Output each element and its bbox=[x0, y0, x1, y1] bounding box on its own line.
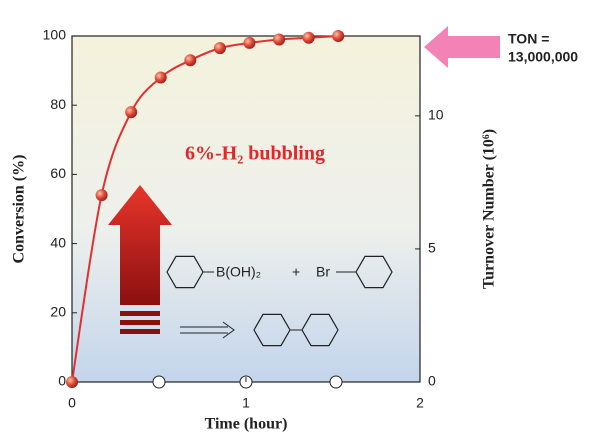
point bbox=[125, 106, 137, 118]
reagent: B(OH)₂ bbox=[216, 264, 261, 280]
y2-tick-label: 5 bbox=[428, 240, 436, 256]
y-tick-label: 80 bbox=[50, 96, 66, 112]
point bbox=[66, 376, 78, 388]
ton-label: TON = bbox=[508, 31, 549, 47]
point bbox=[243, 37, 255, 49]
open-marker bbox=[330, 376, 342, 388]
y-tick-label: 40 bbox=[50, 234, 66, 250]
x-axis-label: Time (hour) bbox=[205, 416, 288, 433]
open-marker bbox=[153, 376, 165, 388]
arrow-bar bbox=[120, 320, 160, 325]
point bbox=[184, 54, 196, 66]
ton-arrow bbox=[424, 26, 500, 68]
point bbox=[332, 30, 344, 42]
arrow-bar bbox=[120, 329, 160, 334]
chart: B(OH)₂ + Br TON = 13,000,000 6%-H₂ bubbl… bbox=[0, 0, 608, 439]
point bbox=[303, 32, 315, 44]
x-tick-label: 2 bbox=[416, 395, 424, 411]
x-tick-label: 0 bbox=[68, 395, 76, 411]
y2-tick-label: 10 bbox=[428, 107, 444, 123]
point bbox=[214, 42, 226, 54]
point bbox=[155, 72, 167, 84]
y-tick-label: 100 bbox=[43, 27, 67, 43]
x-tick-label: 1 bbox=[242, 395, 250, 411]
y-tick-label: 60 bbox=[50, 165, 66, 181]
arrow-bar bbox=[120, 311, 160, 316]
point bbox=[96, 189, 108, 201]
ton-label: 13,000,000 bbox=[508, 49, 578, 65]
y-axis-label: Conversion (%) bbox=[11, 155, 28, 264]
y2-tick-label: 0 bbox=[428, 373, 436, 389]
annotation: 6%-H₂ bubbling bbox=[185, 143, 325, 165]
reagent: Br bbox=[316, 264, 330, 280]
y2-axis-label: Turnover Number (10⁶) bbox=[481, 129, 498, 289]
plus: + bbox=[292, 264, 300, 280]
point bbox=[273, 33, 285, 45]
y-tick-label: 0 bbox=[58, 373, 66, 389]
y-tick-label: 20 bbox=[50, 304, 66, 320]
